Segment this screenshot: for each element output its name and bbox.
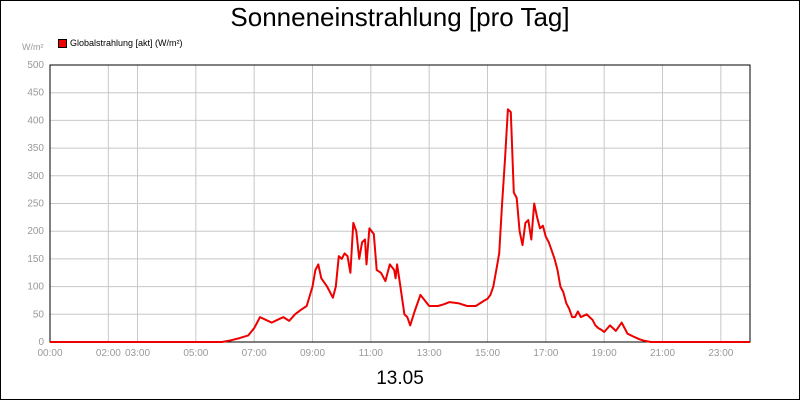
plot-border — [49, 64, 751, 343]
y-tick-label: 100 — [27, 282, 44, 293]
y-tick-label: 50 — [33, 309, 45, 320]
x-tick-label: 23:00 — [708, 348, 733, 359]
legend-swatch — [58, 38, 67, 48]
x-tick-label: 15:00 — [475, 348, 500, 359]
x-tick-label: 02:00 — [96, 348, 121, 359]
x-tick-label: 19:00 — [592, 348, 617, 359]
x-tick-label: 13:00 — [417, 348, 442, 359]
y-tick-label: 250 — [27, 199, 44, 210]
y-axis-unit-label: W/m² — [22, 42, 44, 52]
series-line — [50, 108, 750, 343]
x-tick-label: 09:00 — [300, 348, 325, 359]
y-tick-label: 300 — [27, 171, 44, 182]
y-tick-label: 350 — [27, 143, 44, 154]
x-tick-label: 00:00 — [37, 348, 62, 359]
y-tick-label: 400 — [27, 115, 44, 126]
x-tick-label: 05:00 — [183, 348, 208, 359]
x-tick-label: 11:00 — [359, 348, 384, 359]
x-tick-label: 03:00 — [125, 348, 150, 359]
legend: Globalstrahlung [akt] (W/m²) — [58, 38, 183, 48]
chart-title: Sonneneinstrahlung [pro Tag] — [230, 2, 570, 32]
x-tick-label: 21:00 — [650, 348, 675, 359]
y-tick-label: 200 — [27, 226, 44, 237]
x-axis-date-label: 13.05 — [376, 368, 424, 389]
y-tick-label: 450 — [27, 88, 44, 99]
x-tick-label: 07:00 — [242, 348, 267, 359]
y-tick-label: 0 — [38, 337, 44, 348]
legend-label: Globalstrahlung [akt] (W/m²) — [70, 38, 183, 48]
x-tick-label: 17:00 — [533, 348, 558, 359]
y-tick-label: 150 — [27, 254, 44, 265]
y-tick-label: 500 — [27, 60, 44, 71]
